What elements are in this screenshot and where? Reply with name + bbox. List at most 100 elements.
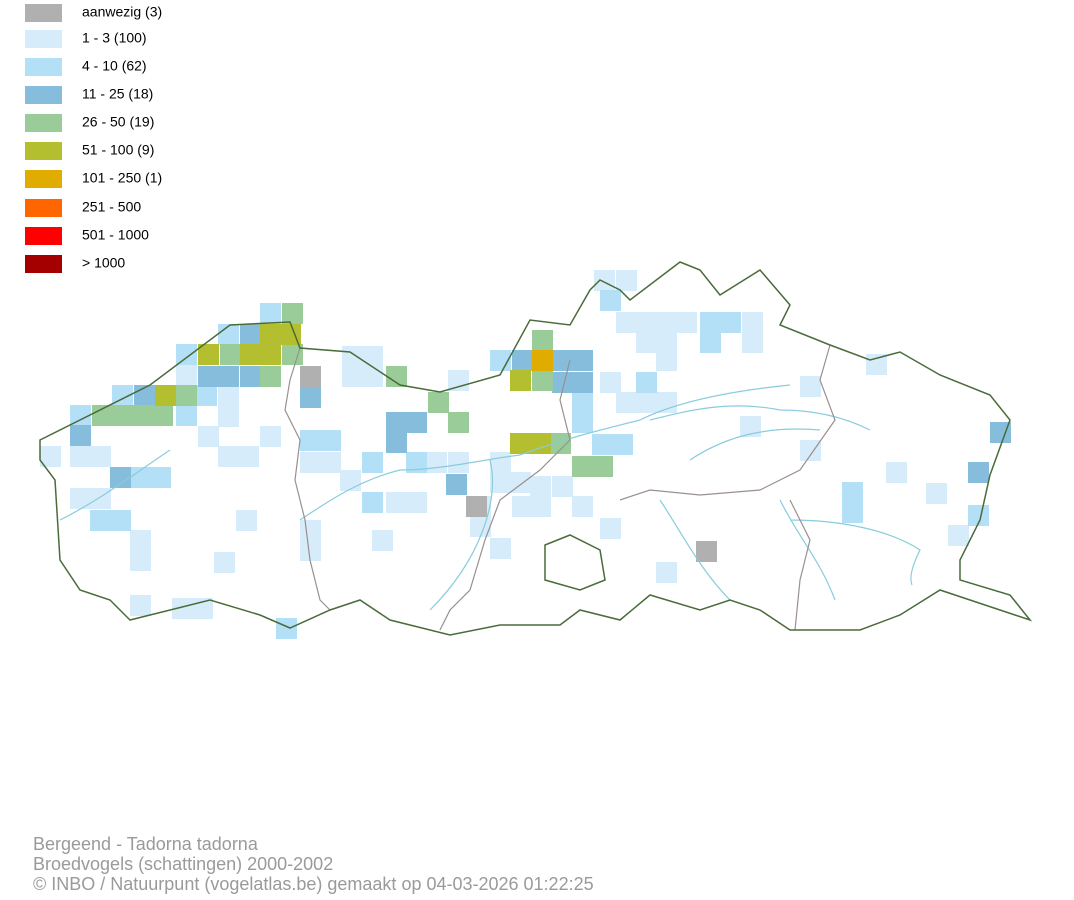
grid-cell (260, 426, 281, 447)
grid-cell (636, 332, 657, 353)
grid-cell (130, 550, 151, 571)
grid-cell (238, 446, 259, 467)
grid-cell (948, 525, 969, 546)
grid-cell (742, 312, 763, 333)
grid-cell (886, 462, 907, 483)
grid-cell (282, 303, 303, 324)
legend-label: 11 - 25 (18) (82, 86, 153, 102)
grid-cell (530, 476, 551, 497)
credit: © INBO / Natuurpunt (vogelatlas.be) gema… (33, 874, 594, 894)
grid-cell (342, 366, 363, 387)
grid-cell (218, 406, 239, 427)
grid-cell (448, 370, 469, 391)
legend-swatch (25, 255, 62, 273)
grid-cells (40, 270, 1011, 639)
grid-cell (90, 510, 111, 531)
grid-cell (990, 422, 1011, 443)
grid-cell (700, 312, 721, 333)
legend-label: 101 - 250 (1) (82, 170, 162, 186)
region-border (39, 261, 1033, 636)
grid-cell (426, 452, 447, 473)
grid-cell (320, 430, 341, 451)
grid-cell (656, 392, 677, 413)
grid-cell (656, 312, 677, 333)
grid-cell (110, 467, 131, 488)
grid-cell (176, 364, 197, 385)
grid-cell (130, 595, 151, 616)
grid-cell (92, 405, 113, 426)
grid-cell (696, 541, 717, 562)
grid-cell (218, 366, 239, 387)
grid-cell (656, 332, 677, 353)
grid-cell (676, 312, 697, 333)
legend-swatch (25, 227, 62, 245)
dataset-name: Broedvogels (schattingen) 2000-2002 (33, 854, 333, 874)
grid-cell (656, 562, 677, 583)
grid-cell (532, 330, 553, 351)
grid-cell (530, 433, 551, 454)
grid-cell (218, 324, 239, 345)
grid-cell (800, 440, 821, 461)
grid-cell (512, 350, 533, 371)
grid-cell (240, 324, 261, 345)
grid-cell (386, 412, 407, 433)
grid-cell (572, 372, 593, 393)
grid-cell (552, 476, 573, 497)
grid-cell (260, 303, 281, 324)
legend-label: > 1000 (82, 255, 125, 271)
grid-cell (552, 350, 573, 371)
grid-cell (386, 432, 407, 453)
grid-cell (300, 452, 321, 473)
grid-cell (600, 290, 621, 311)
grid-cell (616, 270, 637, 291)
grid-cell (490, 472, 511, 493)
grid-cell (572, 392, 593, 413)
grid-cell (448, 412, 469, 433)
grid-cell (198, 366, 219, 387)
legend-swatch (25, 30, 62, 48)
grid-cell (236, 510, 257, 531)
rivers (59, 384, 921, 611)
legend-swatch (25, 114, 62, 132)
grid-cell (155, 385, 176, 406)
grid-cell (176, 405, 197, 426)
grid-cell (510, 433, 531, 454)
grid-cell (512, 496, 533, 517)
grid-cell (90, 446, 111, 467)
grid-cell (70, 425, 91, 446)
legend-swatch (25, 199, 62, 217)
grid-cell (842, 502, 863, 523)
grid-cell (572, 456, 593, 477)
grid-cell (572, 412, 593, 433)
grid-cell (616, 312, 637, 333)
grid-cell (968, 505, 989, 526)
legend-label: 1 - 3 (100) (82, 30, 147, 46)
grid-cell (260, 324, 281, 345)
grid-cell (280, 324, 301, 345)
legend-label: aanwezig (3) (82, 4, 162, 20)
grid-cell (214, 552, 235, 573)
grid-cell (406, 412, 427, 433)
grid-cell (70, 446, 91, 467)
legend-label: 501 - 1000 (82, 227, 149, 243)
grid-cell (282, 344, 303, 365)
grid-cell (406, 452, 427, 473)
grid-cell (600, 518, 621, 539)
grid-cell (636, 372, 657, 393)
grid-cell (40, 446, 61, 467)
grid-cell (70, 405, 91, 426)
legend: aanwezig (3) 1 - 3 (100) 4 - 10 (62) 11 - 2… (25, 4, 162, 273)
grid-cell (636, 392, 657, 413)
grid-cell (300, 540, 321, 561)
grid-cell (550, 433, 571, 454)
grid-cell (530, 496, 551, 517)
grid-cell (300, 520, 321, 541)
grid-cell (362, 366, 383, 387)
grid-cell (510, 472, 531, 493)
grid-cell (150, 467, 171, 488)
grid-cell (362, 452, 383, 473)
grid-cell (510, 370, 531, 391)
grid-cell (446, 474, 467, 495)
grid-cell (926, 483, 947, 504)
